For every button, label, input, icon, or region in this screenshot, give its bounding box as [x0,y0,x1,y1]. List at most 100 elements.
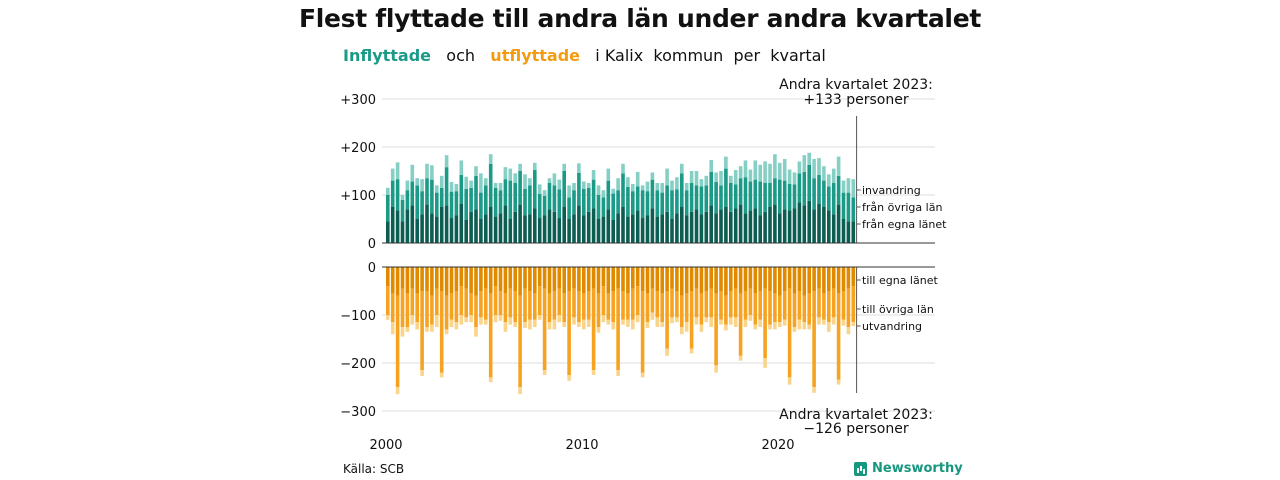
outflow-other-counties-bar [635,286,640,315]
in-y-tick-label: +200 [340,141,376,156]
outflow-own-county-bar [822,267,826,294]
outflow-emigration-bar [650,312,655,320]
inflow-own-county-bar [518,204,522,243]
inflow-immigration-bar [503,167,508,180]
inflow-own-county-bar [586,211,591,243]
inflow-own-county-bar [459,203,464,243]
outflow-other-counties-bar [773,293,777,323]
outflow-own-county-bar [665,267,669,291]
inflow-other-counties-bar [758,181,762,216]
inflow-immigration-bar [709,159,713,172]
outflow-emigration-bar [547,322,552,330]
outflow-own-county-bar [410,267,415,289]
inflow-immigration-bar [684,183,689,191]
outflow-own-county-bar [464,267,468,289]
inflow-other-counties-bar [670,190,674,219]
outflow-emigration-bar [420,370,424,376]
inflow-other-counties-bar [537,194,542,219]
outflow-other-counties-bar [425,291,429,327]
outflow-emigration-bar [410,315,415,325]
outflow-own-county-bar [528,267,532,291]
inflow-immigration-bar [611,188,615,194]
subtitle-rest: i Kalix kommun per kvartal [595,46,826,65]
outflow-other-counties-bar [533,293,537,320]
outflow-own-county-bar [518,267,522,296]
outflow-other-counties-bar [567,291,571,375]
inflow-other-counties-bar [567,197,571,219]
inflow-immigration-bar [537,184,542,195]
inflow-immigration-bar [655,183,660,191]
inflow-other-counties-bar [479,192,483,219]
inflow-immigration-bar [729,175,733,183]
inflow-other-counties-bar [386,195,390,222]
in-y-tick-label: +300 [340,93,376,108]
outflow-other-counties-bar [498,291,503,315]
in-legend-label: från övriga län [862,201,942,214]
outflow-own-county-bar [778,267,782,296]
inflow-own-county-bar [836,204,841,243]
outflow-own-county-bar [851,267,856,287]
outflow-own-county-bar [449,267,454,294]
outflow-emigration-bar [792,327,797,332]
outflow-other-counties-bar [464,288,468,318]
outflow-own-county-bar [439,267,444,291]
outflow-own-county-bar [831,267,836,289]
outflow-other-counties-bar [586,291,591,320]
outflow-other-counties-bar [802,295,807,323]
outflow-emigration-bar [846,327,851,335]
subtitle-inflow-label: Inflyttade [343,46,432,65]
inflow-own-county-bar [542,215,547,243]
outflow-emigration-bar [537,315,542,320]
outflow-emigration-bar [400,327,405,337]
outflow-own-county-bar [694,267,699,289]
inflow-immigration-bar [425,163,429,179]
outflow-emigration-bar [704,317,709,323]
x-tick-label: 2000 [369,438,402,453]
inflow-immigration-bar [542,190,547,196]
outflow-emigration-bar [694,317,699,325]
inflow-own-county-bar [846,221,851,243]
inflow-other-counties-bar [640,190,645,219]
inflow-own-county-bar [400,221,405,243]
outflow-emigration-bar [665,348,669,356]
outflow-emigration-bar [449,319,454,327]
inflow-other-counties-bar [425,178,429,205]
outflow-other-counties-bar [488,293,493,378]
inflow-immigration-bar [635,171,640,187]
inflow-immigration-bar [851,179,856,198]
inflow-other-counties-bar [626,186,630,217]
inflow-own-county-bar [670,219,674,243]
outflow-own-county-bar [498,267,503,291]
outflow-own-county-bar [827,267,831,291]
inflow-other-counties-bar [552,185,557,212]
outflow-own-county-bar [474,267,478,296]
inflow-other-counties-bar [817,174,821,204]
outflow-emigration-bar [773,322,777,330]
inflow-immigration-bar [606,168,611,181]
outflow-other-counties-bar [596,293,601,327]
inflow-other-counties-bar [797,173,802,203]
outflow-own-county-bar [787,267,792,289]
outflow-own-county-bar [616,267,620,289]
outflow-other-counties-bar [542,288,547,371]
inflow-other-counties-bar [851,197,856,222]
inflow-immigration-bar [733,170,738,185]
outflow-other-counties-bar [386,286,390,315]
outflow-own-county-bar [459,267,464,287]
outflow-own-county-bar [577,267,581,291]
outflow-other-counties-bar [689,291,694,349]
outflow-other-counties-bar [459,286,464,315]
outflow-own-county-bar [601,267,606,287]
outflow-other-counties-bar [724,295,728,325]
outflow-other-counties-bar [518,295,522,387]
inflow-other-counties-bar [831,183,836,215]
inflow-other-counties-bar [631,191,635,215]
inflow-other-counties-bar [743,177,748,214]
outflow-emigration-bar [675,317,679,323]
inflow-other-counties-bar [435,192,439,217]
outflow-emigration-bar [645,322,650,328]
outflow-other-counties-bar [439,291,444,373]
outflow-emigration-bar [660,322,664,327]
outflow-own-county-bar [841,267,846,291]
